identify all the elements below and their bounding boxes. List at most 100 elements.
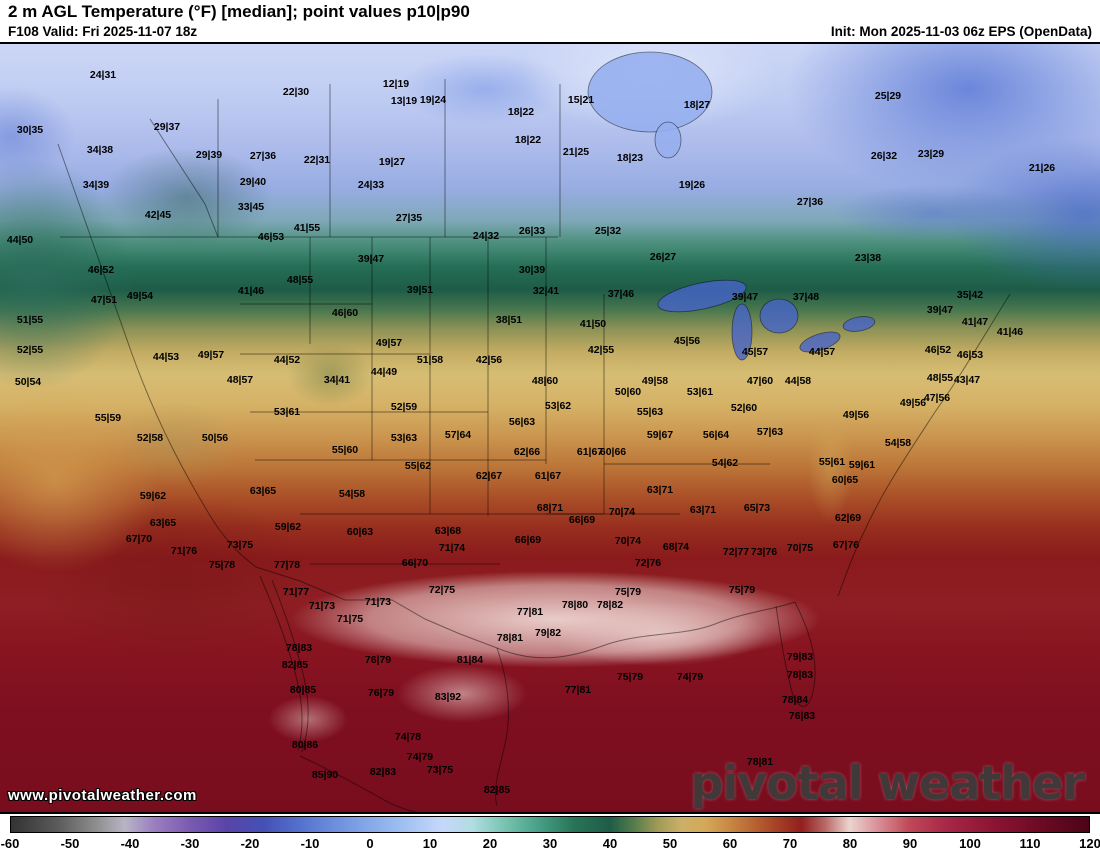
- point-value: 44|57: [808, 346, 836, 358]
- point-value: 78|84: [781, 694, 809, 706]
- point-value: 30|39: [518, 264, 546, 276]
- point-value: 72|75: [428, 584, 456, 596]
- point-value: 66|69: [568, 514, 596, 526]
- colorbar-tick-label: 60: [722, 836, 738, 850]
- colorbar-tick-label: 40: [602, 836, 618, 850]
- point-value: 24|32: [472, 230, 500, 242]
- point-value: 82|83: [369, 766, 397, 778]
- point-value: 48|60: [531, 375, 559, 387]
- point-value: 74|79: [406, 751, 434, 763]
- colorbar-tick-label: -40: [120, 836, 140, 850]
- point-value: 55|59: [94, 412, 122, 424]
- coastline-baja-east: [271, 579, 309, 753]
- point-value: 76|79: [364, 654, 392, 666]
- point-value: 63|65: [149, 517, 177, 529]
- lake-ontario: [842, 316, 876, 332]
- point-value: 56|64: [702, 429, 730, 441]
- point-value: 41|47: [961, 316, 989, 328]
- point-value: 55|61: [818, 456, 846, 468]
- colorbar-tick-label: -50: [60, 836, 80, 850]
- coastline-florida: [775, 601, 816, 707]
- colorbar-tick-label: 50: [662, 836, 678, 850]
- point-value: 78|80: [561, 599, 589, 611]
- point-value: 67|70: [125, 533, 153, 545]
- map-title: 2 m AGL Temperature (°F) [median]; point…: [8, 2, 470, 21]
- colorbar-tick-label: 100: [959, 836, 981, 850]
- point-value: 33|45: [237, 201, 265, 213]
- colorbar-tick-label: -30: [180, 836, 200, 850]
- point-value: 34|38: [86, 144, 114, 156]
- point-value: 52|55: [16, 344, 44, 356]
- point-value: 41|46: [996, 326, 1024, 338]
- point-value: 18|22: [507, 106, 535, 118]
- point-value: 15|21: [567, 94, 595, 106]
- point-value: 55|60: [331, 444, 359, 456]
- coastline-east: [837, 293, 1011, 597]
- point-value: 47|56: [923, 392, 951, 404]
- point-value: 49|57: [197, 349, 225, 361]
- point-value: 39|47: [731, 291, 759, 303]
- lake-erie: [799, 331, 841, 353]
- point-value: 55|62: [404, 460, 432, 472]
- point-value: 54|58: [884, 437, 912, 449]
- point-value: 78|83: [285, 642, 313, 654]
- point-value: 24|31: [89, 69, 117, 81]
- point-value: 71|73: [364, 596, 392, 608]
- point-value: 44|53: [152, 351, 180, 363]
- point-value: 26|33: [518, 225, 546, 237]
- point-value: 43|47: [953, 374, 981, 386]
- colorbar-tick-label: 80: [842, 836, 858, 850]
- point-value: 49|58: [641, 375, 669, 387]
- point-value: 62|69: [834, 512, 862, 524]
- colorbar-tick-label: 10: [422, 836, 438, 850]
- point-value: 71|76: [170, 545, 198, 557]
- point-value: 68|74: [662, 541, 690, 553]
- point-value: 55|63: [636, 406, 664, 418]
- lake-superior: [657, 279, 747, 313]
- point-value: 59|67: [646, 429, 674, 441]
- point-value: 52|58: [136, 432, 164, 444]
- point-value: 52|60: [730, 402, 758, 414]
- point-value: 45|56: [673, 335, 701, 347]
- point-value: 23|38: [854, 252, 882, 264]
- point-value: 19|27: [378, 156, 406, 168]
- point-value: 62|66: [513, 446, 541, 458]
- point-value: 37|48: [792, 291, 820, 303]
- point-value: 62|67: [475, 470, 503, 482]
- colorbar-tick-label: -10: [300, 836, 320, 850]
- point-value: 50|56: [201, 432, 229, 444]
- point-value: 53|61: [273, 406, 301, 418]
- point-value: 37|46: [607, 288, 635, 300]
- point-value: 18|23: [616, 152, 644, 164]
- point-value: 75|79: [616, 671, 644, 683]
- point-value: 78|81: [496, 632, 524, 644]
- point-value: 51|55: [16, 314, 44, 326]
- colorbar-tick-label: 90: [902, 836, 918, 850]
- point-value: 27|35: [395, 212, 423, 224]
- point-value: 32|41: [532, 285, 560, 297]
- point-value: 78|83: [786, 669, 814, 681]
- point-value: 75|78: [208, 559, 236, 571]
- point-value: 34|41: [323, 374, 351, 386]
- point-value: 19|24: [419, 94, 447, 106]
- colorbar-tick-label: 20: [482, 836, 498, 850]
- point-value: 45|57: [741, 346, 769, 358]
- point-value: 71|73: [308, 600, 336, 612]
- point-value: 13|19: [390, 95, 418, 107]
- point-value: 48|55: [926, 372, 954, 384]
- point-value: 61|67: [534, 470, 562, 482]
- point-value: 71|77: [282, 586, 310, 598]
- point-value: 53|61: [686, 386, 714, 398]
- point-value: 21|25: [562, 146, 590, 158]
- point-value: 65|73: [743, 502, 771, 514]
- point-value: 47|51: [90, 294, 118, 306]
- point-value: 60|65: [831, 474, 859, 486]
- colorbar-tick-label: -60: [0, 836, 20, 850]
- point-value: 68|71: [536, 502, 564, 514]
- map-area[interactable]: 24|31 22|30 12|19 13|19 19|24 18|22 15|21 18|27…: [0, 44, 1100, 812]
- point-value: 81|84: [456, 654, 484, 666]
- point-value: 73|75: [426, 764, 454, 776]
- point-value: 72|76: [634, 557, 662, 569]
- point-value: 12|19: [382, 78, 410, 90]
